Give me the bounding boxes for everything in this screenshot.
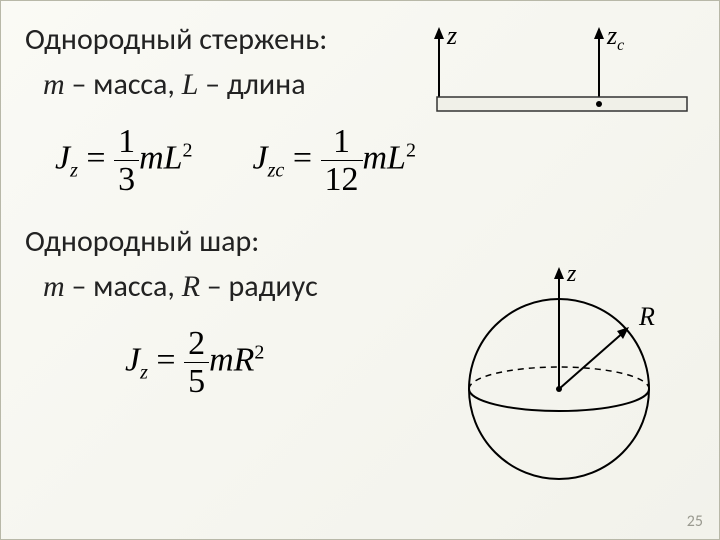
sphere-mass-label: – масса, bbox=[65, 268, 182, 305]
sphere-radius-label: R bbox=[638, 302, 655, 331]
sphere-radius-symbol: R bbox=[182, 270, 200, 303]
rod-body bbox=[437, 97, 687, 111]
slide: Однородный стержень: m – масса, L – длин… bbox=[0, 0, 720, 540]
rod-mass-label: – масса, bbox=[65, 66, 182, 103]
rod-axis-z-label: z bbox=[446, 21, 457, 50]
rod-axis-zc-label: zc bbox=[606, 21, 624, 54]
rod-formula-jz: Jz = 13mL2 bbox=[55, 123, 193, 199]
jz-frac: 13 bbox=[114, 123, 139, 199]
sphere-equator-front bbox=[469, 389, 649, 411]
jz-num: 1 bbox=[114, 123, 139, 161]
jzc-eq: = bbox=[284, 140, 320, 177]
rod-axis-z-arrow bbox=[434, 27, 444, 39]
jz-j: J bbox=[55, 140, 70, 177]
sphere-axis-z-label: z bbox=[566, 261, 577, 287]
rod-axis-zc-arrow bbox=[594, 27, 604, 39]
sphere-title: Однородный шар: bbox=[25, 223, 695, 260]
jzc-body: mL bbox=[363, 140, 406, 177]
sjz-body: mR bbox=[209, 341, 254, 378]
jz-eq: = bbox=[78, 140, 114, 177]
rod-formula-jzc: Jzc = 112mL2 bbox=[253, 123, 416, 199]
jz-body: mL bbox=[139, 140, 182, 177]
page-number: 25 bbox=[687, 512, 703, 531]
jz-den: 3 bbox=[114, 161, 139, 198]
sjz-eq: = bbox=[148, 341, 184, 378]
sjz-den: 5 bbox=[184, 363, 209, 400]
sphere-mass-symbol: m bbox=[43, 270, 65, 303]
sjz-sub: z bbox=[140, 361, 148, 383]
jzc-den: 12 bbox=[321, 161, 363, 198]
sjz-frac: 25 bbox=[184, 325, 209, 401]
jzc-num: 1 bbox=[321, 123, 363, 161]
sjz-pow: 2 bbox=[254, 341, 264, 363]
rod-length-symbol: L bbox=[182, 68, 199, 101]
rod-diagram: z zc bbox=[399, 19, 699, 129]
rod-center-dot bbox=[596, 101, 602, 107]
rod-formulas: Jz = 13mL2 Jzc = 112mL2 bbox=[55, 123, 695, 199]
jz-pow: 2 bbox=[183, 139, 193, 161]
jzc-frac: 112 bbox=[321, 123, 363, 199]
jzc-pow: 2 bbox=[406, 139, 416, 161]
sphere-radius-line bbox=[559, 331, 625, 389]
sphere-formula-jz: Jz = 25mR2 bbox=[125, 325, 264, 401]
sphere-axis-z-arrow bbox=[554, 267, 564, 279]
sjz-num: 2 bbox=[184, 325, 209, 363]
jzc-sub: zc bbox=[268, 159, 285, 181]
sjz-j: J bbox=[125, 341, 140, 378]
rod-length-label: – длина bbox=[198, 66, 305, 103]
sphere-diagram: z R bbox=[439, 259, 679, 499]
sphere-radius-label: – радиус bbox=[200, 268, 318, 305]
jz-sub: z bbox=[70, 159, 78, 181]
jzc-j: J bbox=[253, 140, 268, 177]
rod-mass-symbol: m bbox=[43, 68, 65, 101]
